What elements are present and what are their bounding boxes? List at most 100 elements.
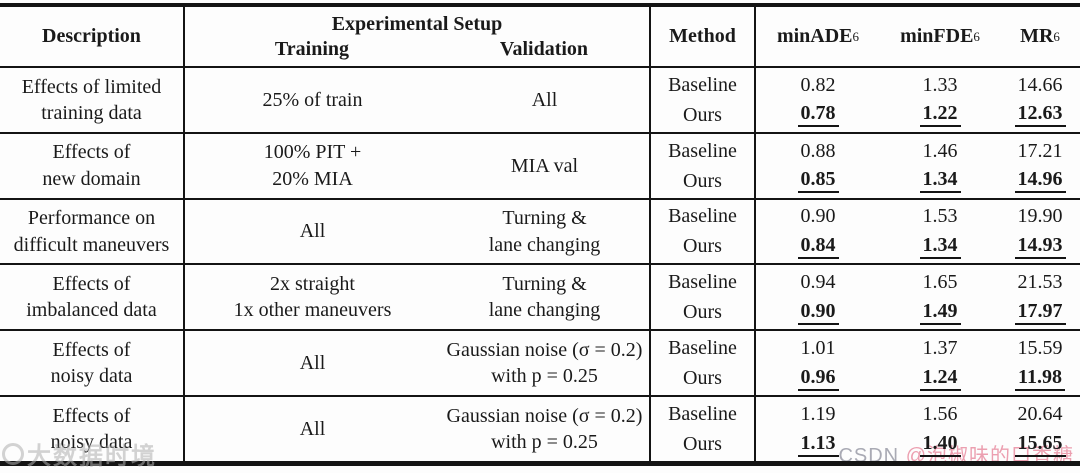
mr-baseline: 17.21	[1017, 139, 1063, 162]
table-row: Effects of new domain 100% PIT + 20% MIA…	[0, 133, 1080, 200]
minfde-cell: 1.56 1.40	[880, 397, 1000, 461]
minade-baseline: 0.88	[800, 139, 836, 162]
minade-subscript: 6	[852, 28, 860, 44]
minfde-cell: 1.46 1.34	[880, 134, 1000, 198]
minade-baseline: 0.94	[800, 271, 836, 294]
mr-ours: 14.93	[1014, 234, 1066, 260]
mr-ours: 15.65	[1014, 432, 1066, 457]
method-cell: Baseline Ours	[651, 265, 756, 330]
minade-baseline: 0.90	[800, 205, 836, 228]
minfde-cell: 1.37 1.24	[880, 331, 1000, 395]
minfde-cell: 1.65 1.49	[880, 265, 1000, 329]
method-baseline: Baseline	[668, 205, 737, 228]
minade-cell: 1.19 1.13	[756, 397, 880, 461]
description-cell: Effects of imbalanced data	[0, 265, 185, 330]
minade-cell: 1.01 0.96	[756, 331, 880, 395]
description-cell: Effects of limited training data	[0, 68, 185, 132]
method-baseline: Baseline	[668, 337, 737, 360]
minade-baseline: 1.01	[800, 337, 836, 360]
table-row: Effects of limited training data 25% of …	[0, 68, 1080, 134]
minfde-ours: 1.34	[919, 168, 961, 194]
training-cell: 100% PIT + 20% MIA	[263, 141, 362, 190]
validation-cell: All	[440, 68, 651, 132]
header-method: Method	[651, 7, 756, 66]
validation-cell: Gaussian noise (σ = 0.2) with p = 0.25	[440, 331, 651, 396]
minfde-baseline: 1.46	[922, 139, 958, 162]
description-cell: Effects of new domain	[0, 133, 185, 198]
validation-cell: Turning & lane changing	[440, 265, 651, 330]
mr-baseline: 21.53	[1017, 271, 1063, 294]
mr-baseline: 19.90	[1017, 205, 1063, 228]
header-mr: MR 6	[1020, 25, 1060, 48]
mr-ours: 11.98	[1015, 366, 1065, 391]
mr-cell: 15.59 11.98	[1000, 331, 1080, 395]
minfde-ours: 1.49	[919, 300, 961, 325]
minade-cell: 0.82 0.78	[756, 68, 880, 132]
mr-cell: 14.66 12.63	[1000, 68, 1080, 132]
minfde-ours: 1.24	[919, 366, 961, 391]
description-cell: Effects of noisy data	[0, 397, 185, 461]
minade-ours: 1.13	[797, 432, 839, 457]
training-cell: All	[299, 220, 326, 243]
header-validation: Validation	[499, 37, 589, 60]
minade-cell: 0.94 0.90	[756, 265, 880, 329]
table-row: Effects of noisy data All Gaussian noise…	[0, 331, 1080, 398]
mr-baseline: 15.59	[1017, 337, 1063, 360]
minfde-baseline: 1.37	[922, 337, 958, 360]
method-ours: Ours	[683, 169, 722, 192]
mr-cell: 19.90 14.93	[1000, 200, 1080, 264]
training-cell: 2x straight 1x other maneuvers	[233, 273, 392, 322]
method-baseline: Baseline	[668, 139, 737, 162]
mr-ours: 14.96	[1014, 168, 1066, 194]
method-cell: Baseline Ours	[651, 199, 756, 264]
table-row: Performance on difficult maneuvers All T…	[0, 199, 1080, 266]
method-baseline: Baseline	[668, 271, 737, 294]
mr-subscript: 6	[1053, 28, 1060, 44]
header-description: Description	[0, 7, 185, 66]
minfde-baseline: 1.65	[922, 271, 958, 294]
mr-cell: 21.53 17.97	[1000, 265, 1080, 329]
minade-ours: 0.96	[797, 366, 839, 391]
training-cell: All	[299, 352, 326, 375]
minfde-baseline: 1.56	[922, 402, 958, 425]
method-ours: Ours	[683, 432, 722, 455]
validation-cell: Gaussian noise (σ = 0.2) with p = 0.25	[440, 397, 651, 461]
mr-cell: 20.64 15.65	[1000, 397, 1080, 461]
minade-baseline: 1.19	[800, 402, 836, 425]
minfde-baseline: 1.33	[922, 73, 958, 96]
minade-ours: 0.85	[797, 168, 839, 194]
minade-ours: 0.78	[797, 102, 839, 128]
method-baseline: Baseline	[668, 402, 737, 425]
header-minfde: minFDE 6	[900, 25, 980, 48]
header-training: Training	[274, 37, 349, 60]
mr-baseline: 14.66	[1017, 73, 1063, 96]
minade-baseline: 0.82	[800, 73, 836, 96]
training-cell: 25% of train	[262, 88, 363, 111]
mr-cell: 17.21 14.96	[1000, 134, 1080, 198]
description-cell: Performance on difficult maneuvers	[0, 199, 185, 264]
minfde-cell: 1.33 1.22	[880, 68, 1000, 132]
header-experimental-setup: Experimental Setup Training Validation	[185, 7, 651, 66]
header-minade: minADE 6	[776, 25, 860, 48]
minfde-subscript: 6	[973, 28, 980, 44]
minfde-cell: 1.53 1.34	[880, 200, 1000, 264]
validation-cell: MIA val	[440, 133, 651, 198]
method-cell: Baseline Ours	[651, 331, 756, 396]
method-ours: Ours	[683, 103, 722, 126]
mr-ours: 17.97	[1014, 300, 1066, 325]
method-cell: Baseline Ours	[651, 68, 756, 132]
header-experimental-setup-title: Experimental Setup	[331, 12, 503, 35]
validation-cell: Turning & lane changing	[440, 199, 651, 264]
mr-baseline: 20.64	[1017, 402, 1063, 425]
minfde-ours: 1.34	[919, 234, 961, 260]
method-cell: Baseline Ours	[651, 133, 756, 198]
mr-ours: 12.63	[1014, 102, 1066, 128]
description-cell: Effects of noisy data	[0, 331, 185, 396]
method-baseline: Baseline	[668, 73, 737, 96]
minfde-baseline: 1.53	[922, 205, 958, 228]
training-cell: All	[299, 417, 326, 440]
table-row: Effects of imbalanced data 2x straight 1…	[0, 265, 1080, 332]
method-ours: Ours	[683, 235, 722, 258]
minfde-ours: 1.40	[919, 432, 961, 457]
minade-cell: 0.90 0.84	[756, 200, 880, 264]
